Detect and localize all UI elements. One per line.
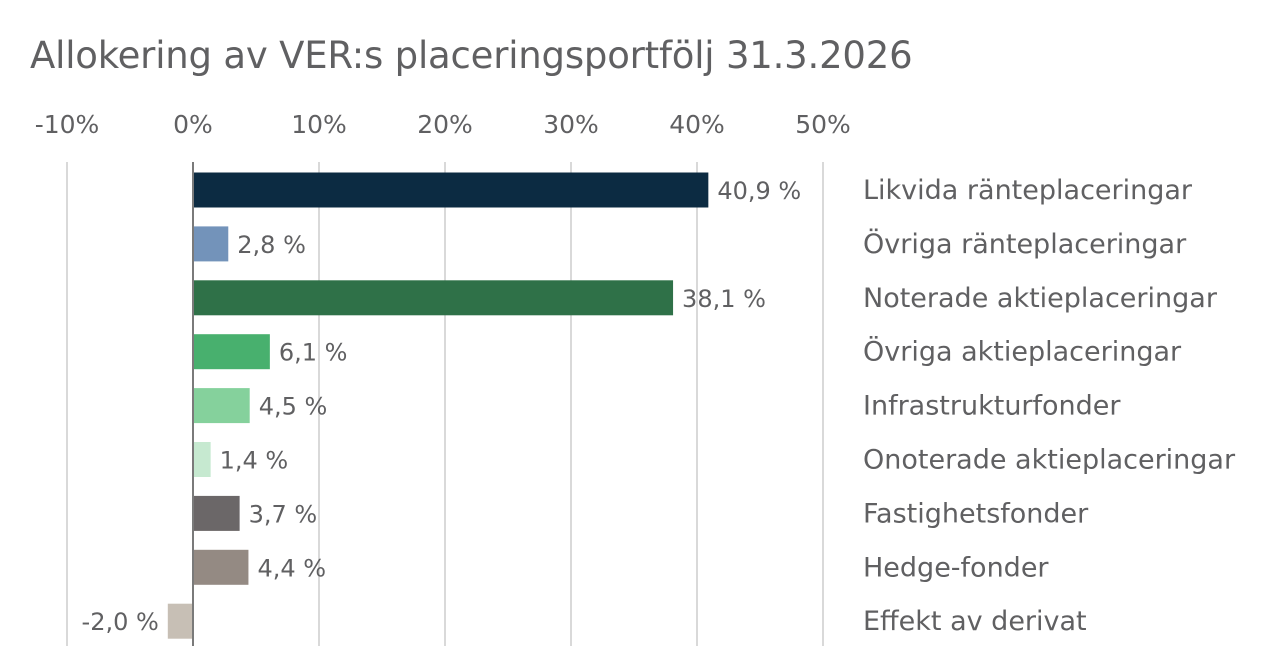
- category-label: Övriga ränteplaceringar: [863, 228, 1187, 260]
- value-label: 2,8 %: [237, 231, 306, 259]
- bar: [193, 495, 240, 531]
- value-label: 1,4 %: [220, 447, 289, 475]
- category-label: Onoterade aktieplaceringar: [863, 445, 1236, 476]
- category-label: Likvida ränteplaceringar: [863, 175, 1193, 206]
- value-label: 6,1 %: [279, 339, 348, 367]
- value-labels: 40,9 % 2,8 % 38,1 % 6,1 % 4,5 % 1,4 % 3,7 % 4,4…: [82, 177, 802, 636]
- bar: [193, 442, 211, 477]
- value-label: 4,5 %: [259, 393, 328, 421]
- bar: [193, 226, 229, 262]
- category-label: Infrastrukturfonder: [863, 391, 1121, 422]
- bar: [193, 280, 674, 316]
- value-label: 38,1 %: [682, 285, 766, 313]
- x-axis-tick-labels: -10% 0% 10% 20% 30% 40% 50%: [35, 110, 851, 139]
- x-tick-label: 20%: [417, 110, 473, 139]
- x-tick-label: 50%: [795, 110, 851, 139]
- bar: [193, 549, 249, 585]
- bar: [193, 334, 270, 370]
- category-label: Övriga aktieplaceringar: [863, 336, 1182, 368]
- value-label: 40,9 %: [717, 177, 801, 205]
- category-label: Fastighetsfonder: [863, 498, 1089, 529]
- value-label: 4,4 %: [257, 554, 326, 582]
- gridlines: [66, 162, 824, 646]
- x-tick-label: 30%: [543, 110, 599, 139]
- bars: [167, 172, 709, 639]
- category-label: Noterade aktieplaceringar: [863, 283, 1218, 314]
- x-tick-label: 0%: [173, 110, 213, 139]
- chart-title: Allokering av VER:s placeringsportfölj 3…: [30, 34, 913, 77]
- bar: [193, 388, 250, 424]
- bar: [193, 172, 709, 208]
- value-label: -2,0 %: [82, 608, 159, 636]
- bar: [167, 603, 193, 639]
- x-tick-label: 10%: [291, 110, 347, 139]
- x-tick-label: -10%: [35, 110, 100, 139]
- value-label: 3,7 %: [249, 500, 318, 528]
- category-label: Effekt av derivat: [863, 606, 1087, 637]
- category-labels: Likvida ränteplaceringar Övriga ränteplac…: [863, 175, 1236, 637]
- x-tick-label: 40%: [669, 110, 725, 139]
- category-label: Hedge-fonder: [863, 552, 1049, 583]
